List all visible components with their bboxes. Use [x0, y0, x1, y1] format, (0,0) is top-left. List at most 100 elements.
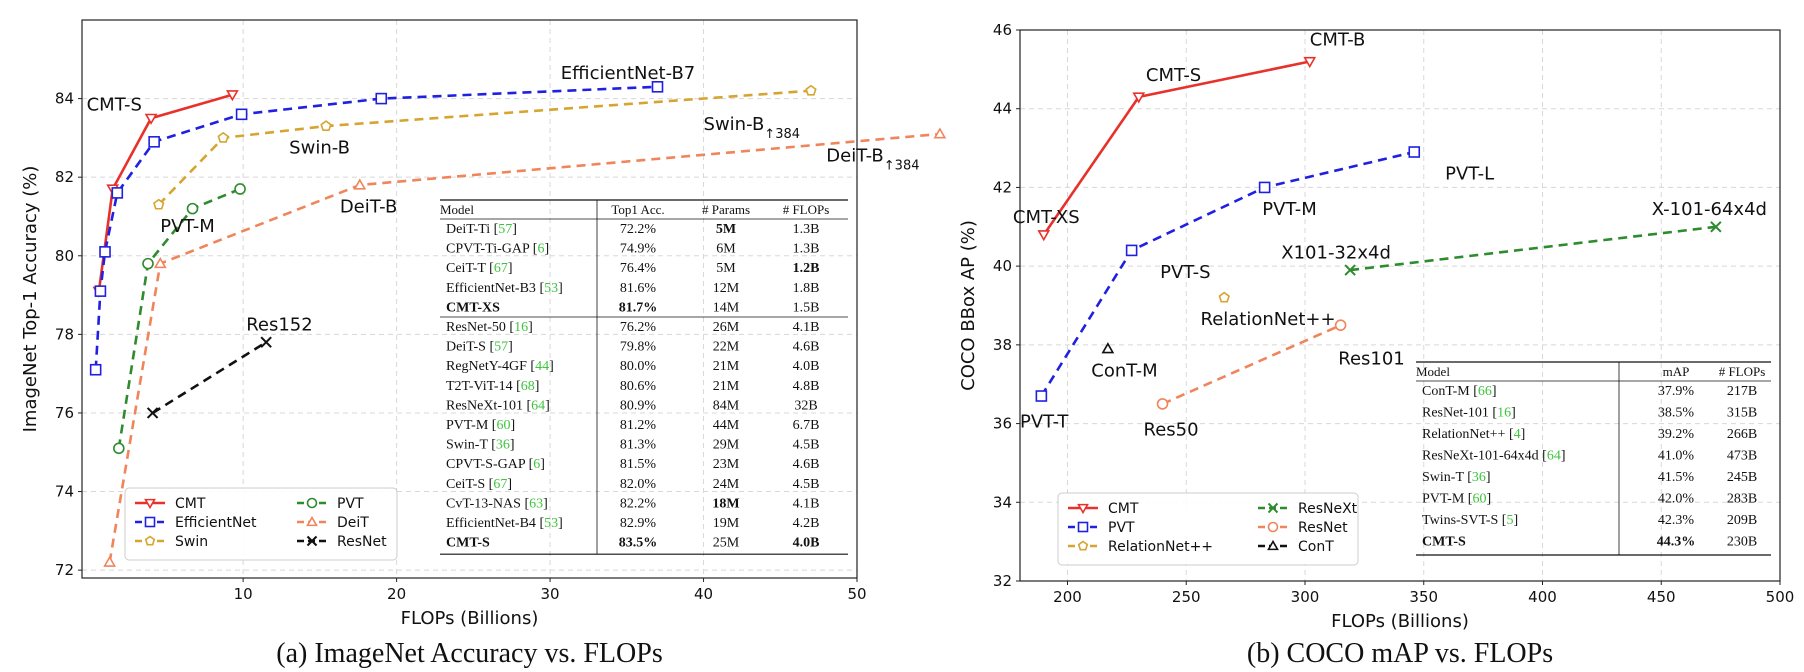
- a-series-deit: [103, 127, 947, 567]
- b-annotation-7: X-101-64x4d: [1652, 199, 1767, 220]
- a-table-cite-close-1-1: ]: [508, 340, 513, 355]
- a-point-4-0: [103, 555, 117, 567]
- b-legend-marker-0-shape: [1077, 503, 1089, 515]
- a-table-cell-model-1-2: RegNetY-4GF [44]: [446, 359, 554, 374]
- a-xtick-label-0: 10: [234, 585, 253, 603]
- b-series-resnext: [1344, 221, 1722, 276]
- b-table-cell-model-0-6: Twins-SVT-S [5]: [1422, 513, 1518, 528]
- b-xtick-label-0: 200: [1053, 588, 1082, 606]
- b-xtick-label-2: 300: [1291, 588, 1320, 606]
- b-annotation-9: RelationNet++: [1201, 309, 1336, 330]
- a-table-cite-open-1-8: [: [485, 477, 494, 492]
- a-table-cell-1-2-0: 80.0%: [620, 359, 657, 374]
- a-table-cell-0-1-0: 74.9%: [620, 242, 657, 257]
- b-xtick-label-6: 500: [1766, 588, 1795, 606]
- a-line-4: [108, 132, 941, 563]
- a-point-0-3: [226, 90, 239, 102]
- a-table-cell-1-4-0: 80.9%: [620, 398, 657, 413]
- a-point-3-1-shape: [142, 257, 154, 270]
- a-xtick-label-2: 30: [541, 585, 560, 603]
- b-line-1: [1040, 150, 1415, 397]
- a-table-cite-1-2: 44: [535, 359, 549, 374]
- a-table-cell-1-7-0: 81.5%: [620, 457, 657, 472]
- b-point-4-0-shape: [1156, 398, 1169, 410]
- a-point-2-2: [320, 120, 332, 131]
- a-table-cite-close-1-5: ]: [510, 418, 515, 433]
- b-series-resnet: [1156, 319, 1347, 410]
- a-series-resnet: [146, 336, 272, 419]
- b-table-cite-0-3: 64: [1547, 449, 1561, 464]
- b-annotation-5: PVT-S: [1160, 262, 1210, 283]
- a-table-cite-open-1-0: [: [506, 320, 515, 335]
- a-table-cite-close-1-3: ]: [535, 379, 540, 394]
- a-table-cell-1-3-2: 4.8B: [793, 379, 820, 394]
- a-point-1-7: [651, 81, 664, 93]
- a-table-cite-open-1-10: [: [536, 516, 545, 531]
- a-point-1-7-shape: [651, 81, 664, 93]
- a-table-cite-close-1-0: ]: [528, 320, 533, 335]
- b-table-cite-open-0-1: [: [1489, 406, 1498, 421]
- a-table-cite-open-0-2: [: [486, 261, 495, 276]
- a-caption: (a) ImageNet Accuracy vs. FLOPs: [276, 638, 662, 669]
- a-point-1-3-shape: [111, 187, 124, 199]
- a-legend-marker-3: [306, 497, 318, 509]
- b-table-cite-open-0-0: [: [1470, 384, 1479, 399]
- a-point-3-3-shape: [234, 183, 246, 195]
- a-table-cell-model-1-3: T2T-ViT-14 [68]: [446, 379, 539, 394]
- a-table-cell-0-4-0: 81.7%: [619, 300, 658, 315]
- a-table-cell-1-8-2: 4.5B: [793, 477, 820, 492]
- b-point-0-0: [1037, 230, 1051, 242]
- a-table-cell-1-4-1: 84M: [713, 398, 740, 413]
- b-table-cite-close-0-5: ]: [1486, 492, 1491, 507]
- a-table-cite-1-6: 36: [496, 438, 510, 453]
- b-table-cell-0-7-1: 230B: [1727, 535, 1757, 550]
- b-table-cell-0-6-0: 42.3%: [1658, 513, 1695, 528]
- a-table-cell-model-1-4: ResNeXt-101 [64]: [446, 398, 550, 413]
- a-annotation-7: Res152: [246, 314, 313, 335]
- b-point-3-1: [1710, 221, 1722, 233]
- a-table-cell-model-1-6: Swin-T [36]: [446, 438, 515, 453]
- b-point-0-1-shape: [1132, 92, 1146, 104]
- a-table-cell-1-9-0: 82.2%: [620, 496, 657, 511]
- a-table-cell-1-11-1: 25M: [713, 536, 740, 551]
- a-table-cite-1-10: 53: [544, 516, 558, 531]
- a-point-2-3-shape: [805, 84, 817, 96]
- a-legend-marker-3-shape: [306, 497, 318, 509]
- b-table-cite-open-0-3: [: [1539, 449, 1548, 464]
- b-table-cite-0-0: 66: [1478, 384, 1492, 399]
- a-point-3-3: [234, 183, 246, 195]
- a-ytick-label-1: 74: [55, 483, 74, 501]
- a-table-header-1: Top1 Acc.: [611, 202, 664, 217]
- b-table-cell-model-0-3: ResNeXt-101-64x4d [64]: [1422, 449, 1566, 464]
- b-y-axis-label: COCO BBox AP (%): [958, 220, 979, 391]
- b-line-3: [1349, 225, 1717, 272]
- b-legend-label-2: RelationNet++: [1108, 539, 1213, 555]
- b-annotation-10: Res101: [1338, 349, 1405, 370]
- a-legend-label-3: PVT: [337, 496, 364, 512]
- b-legend-label-3: ResNeXt: [1298, 501, 1358, 517]
- a-table-cell-1-8-0: 82.0%: [620, 477, 657, 492]
- a-table-cell-1-5-0: 81.2%: [620, 418, 657, 433]
- b-table-cell-0-4-0: 41.5%: [1658, 470, 1695, 485]
- a-table-cite-1-0: 16: [514, 320, 528, 335]
- a-table-header-0: Model: [440, 202, 474, 217]
- a-table-cell-model-1-8: CeiT-S [67]: [446, 477, 512, 492]
- b-table-cite-close-0-2: ]: [1521, 427, 1526, 442]
- b-point-4-1: [1334, 319, 1347, 331]
- a-table-cell-model-1-7: CPVT-S-GAP [6]: [446, 457, 545, 472]
- a-table-cell-1-9-2: 4.1B: [793, 496, 820, 511]
- a-point-0-2: [144, 113, 158, 125]
- a-table-cell-0-4-2: 1.5B: [793, 300, 820, 315]
- b-xtick-label-4: 400: [1528, 588, 1557, 606]
- b-ytick-label-2: 36: [993, 415, 1012, 433]
- a-plot-frame: [81, 19, 858, 579]
- b-table-cite-0-1: 16: [1497, 406, 1511, 421]
- a-table-cell-1-10-2: 4.2B: [793, 516, 820, 531]
- a-legend-marker-4-shape: [306, 515, 318, 527]
- a-point-4-3: [933, 127, 947, 139]
- a-table-cell-model-0-2: CeiT-T [67]: [446, 261, 513, 276]
- b-point-4-1-shape: [1334, 319, 1347, 331]
- b-ytick-label-3: 38: [993, 336, 1012, 354]
- a-point-1-0-shape: [89, 363, 102, 376]
